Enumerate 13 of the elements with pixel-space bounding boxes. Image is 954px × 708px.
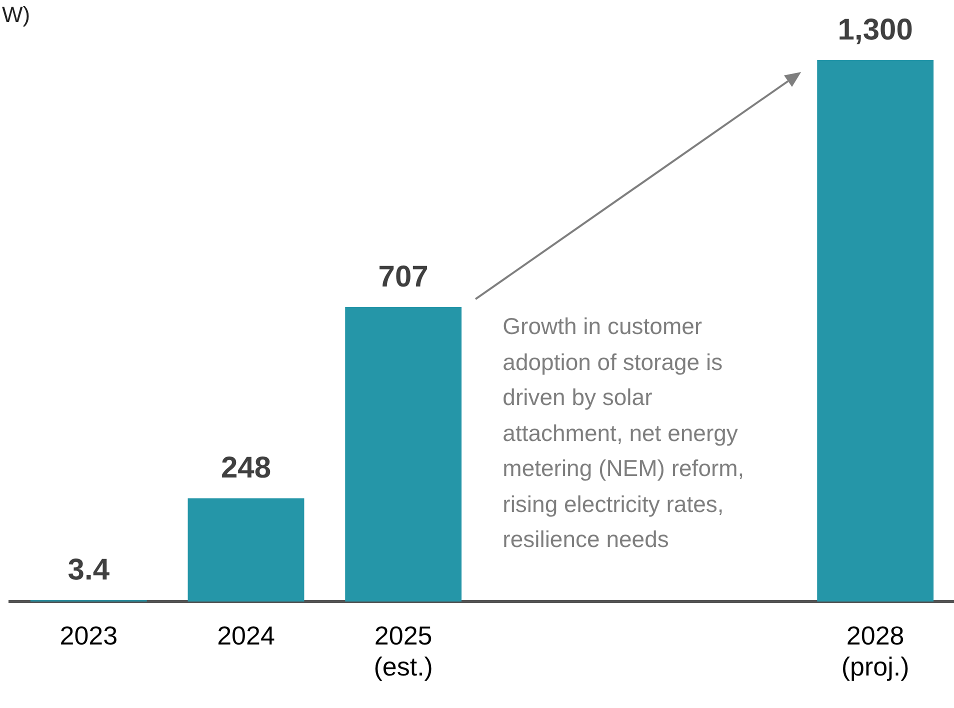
chart-title: W): [2, 2, 30, 28]
annotation: Growth in customer adoption of storage is driven by solar attachment, net energy metering (NEM) reform, rising electricity rates, resilience needs: [502, 312, 746, 554]
bar: [345, 307, 462, 602]
data-label: 707: [378, 260, 428, 294]
data-label: 248: [220, 452, 272, 485]
bar: [817, 60, 934, 602]
x-tick-label: 2023: [60, 620, 118, 650]
x-tick-label: 2024: [217, 620, 275, 650]
data-label: 3.4: [68, 553, 110, 586]
bar: [188, 498, 304, 602]
data-label: 1,300: [838, 13, 913, 46]
x-tick-label: 2025 (est.): [374, 620, 433, 682]
x-tick-label: 2028 (proj.): [841, 620, 910, 682]
